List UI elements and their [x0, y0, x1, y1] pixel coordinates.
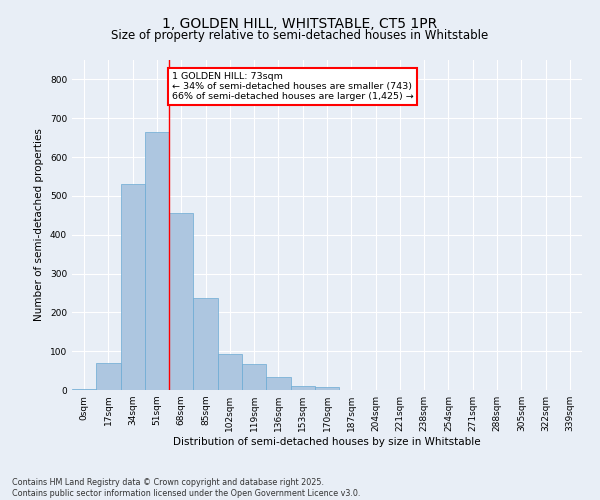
Bar [96, 363, 121, 390]
Bar [193, 298, 218, 390]
X-axis label: Distribution of semi-detached houses by size in Whitstable: Distribution of semi-detached houses by … [173, 437, 481, 447]
Bar [169, 214, 193, 390]
Text: 1 GOLDEN HILL: 73sqm
← 34% of semi-detached houses are smaller (743)
66% of semi: 1 GOLDEN HILL: 73sqm ← 34% of semi-detac… [172, 72, 413, 102]
Text: Size of property relative to semi-detached houses in Whitstable: Size of property relative to semi-detach… [112, 29, 488, 42]
Text: Contains HM Land Registry data © Crown copyright and database right 2025.
Contai: Contains HM Land Registry data © Crown c… [12, 478, 361, 498]
Bar [266, 377, 290, 390]
Bar [145, 132, 169, 390]
Bar [218, 354, 242, 390]
Bar [121, 184, 145, 390]
Bar [315, 387, 339, 390]
Bar [290, 386, 315, 390]
Bar [242, 364, 266, 390]
Text: 1, GOLDEN HILL, WHITSTABLE, CT5 1PR: 1, GOLDEN HILL, WHITSTABLE, CT5 1PR [163, 18, 437, 32]
Y-axis label: Number of semi-detached properties: Number of semi-detached properties [34, 128, 44, 322]
Bar [72, 389, 96, 390]
